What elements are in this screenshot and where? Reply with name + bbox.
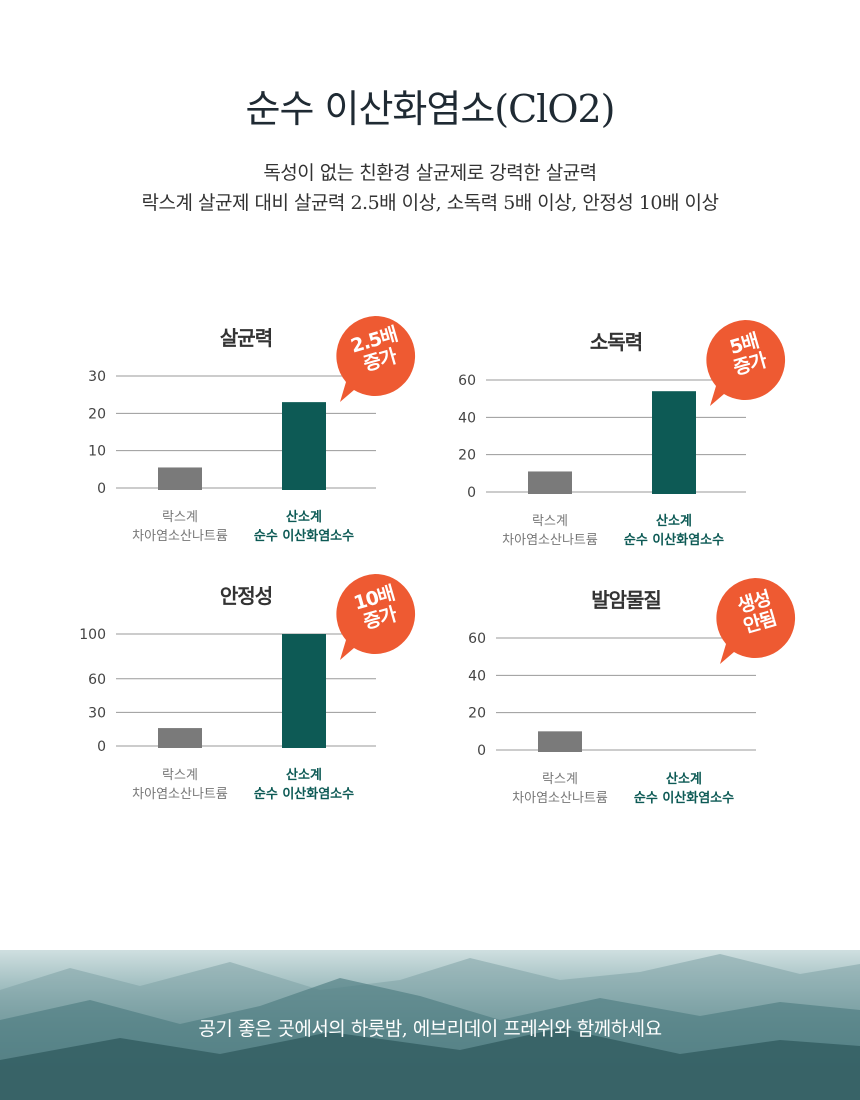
y-tick-label: 20 [458,448,476,464]
y-tick-label: 0 [477,743,486,759]
y-tick-label: 60 [468,631,486,647]
category-label-line: 락스계 [162,768,198,783]
bar-clo2 [282,634,326,748]
speech-bubble-icon [336,315,416,402]
category-label-line: 차아염소산나트륨 [512,791,608,806]
increase-badge: 10배 증가 [332,570,418,660]
chart-plot: 0 30 60 100 [79,627,376,755]
category-label-line: 락스계 [542,772,578,787]
category-label-line: 순수 이산화염소수 [253,529,355,544]
subtitle-line-2: 락스계 살균제 대비 살균력 2.5배 이상, 소독력 5배 이상, 안정성 1… [141,192,719,214]
y-tick-label: 60 [458,373,476,389]
y-tick-label: 20 [88,406,106,422]
y-tick-label: 100 [79,627,106,643]
bar-clo2 [282,402,326,490]
category-label-line: 순수 이산화염소수 [633,791,735,806]
y-tick-label: 0 [97,739,106,755]
bar-bleach [158,728,202,748]
chart-sterilization: 살균력 0 10 20 30 락스계 차아염소산나트륨 산소계 순수 이산화염소수 2.5배 증가 [80,315,480,572]
increase-badge: 5배 증가 [702,316,788,406]
bar-bleach [528,471,572,494]
bar-bleach [538,731,582,752]
y-tick-label: 0 [97,481,106,497]
bar-bleach [158,467,202,490]
y-tick-label: 0 [467,485,476,501]
footer-slogan: 공기 좋은 곳에서의 하룻밤, 에브리데이 프레쉬와 함께하세요 [198,1018,662,1040]
chart-title: 안정성 [219,584,273,608]
chart-carcinogen: 발암물질 0 20 40 60 락스계 차아염소산나트륨 산소계 순수 이산화염소수 생성 안됨 [460,577,860,834]
y-tick-label: 40 [458,410,476,426]
category-label-line: 차아염소산나트륨 [132,529,228,544]
subtitle-line-1: 독성이 없는 친환경 살균제로 강력한 살균력 [263,162,597,184]
category-label-line: 차아염소산나트륨 [502,533,598,548]
category-label-line: 락스계 [532,514,568,529]
chart-plot: 0 20 40 60 [468,631,756,759]
category-label-line: 산소계 [656,514,692,529]
y-tick-label: 20 [468,706,486,722]
page-title: 순수 이산화염소(ClO2) [245,87,615,131]
mountain-background-image [0,954,860,1100]
chart-title: 소독력 [589,330,643,354]
increase-badge: 생성 안됨 [712,574,798,664]
chart-plot: 0 20 40 60 [458,373,746,501]
y-tick-label: 60 [88,672,106,688]
chart-title: 살균력 [219,326,273,350]
y-tick-label: 30 [88,369,106,385]
y-tick-label: 30 [88,705,106,721]
speech-bubble-icon [706,319,786,406]
bar-clo2 [652,391,696,494]
y-tick-label: 40 [468,668,486,684]
category-label-line: 산소계 [286,768,322,783]
speech-bubble-icon [716,577,796,664]
category-label-line: 산소계 [666,772,702,787]
y-tick-label: 10 [88,444,106,460]
footer-banner: 공기 좋은 곳에서의 하룻밤, 에브리데이 프레쉬와 함께하세요 [0,950,860,1100]
category-label-line: 차아염소산나트륨 [132,787,228,802]
category-label-line: 순수 이산화염소수 [253,787,355,802]
chart-title: 발암물질 [591,588,662,612]
increase-badge: 2.5배 증가 [332,312,418,402]
category-label-line: 순수 이산화염소수 [623,533,725,548]
category-label-line: 산소계 [286,510,322,525]
chart-disinfection: 소독력 0 20 40 60 락스계 차아염소산나트륨 산소계 순수 이산화염소수 5배 증가 [450,319,850,576]
chart-stability: 안정성 0 30 60 100 락스계 차아염소산나트륨 산소계 순수 이산화염소수 10배 증가 [79,573,480,830]
speech-bubble-icon [336,573,416,660]
category-label-line: 락스계 [162,510,198,525]
chart-plot: 0 10 20 30 [88,369,376,497]
